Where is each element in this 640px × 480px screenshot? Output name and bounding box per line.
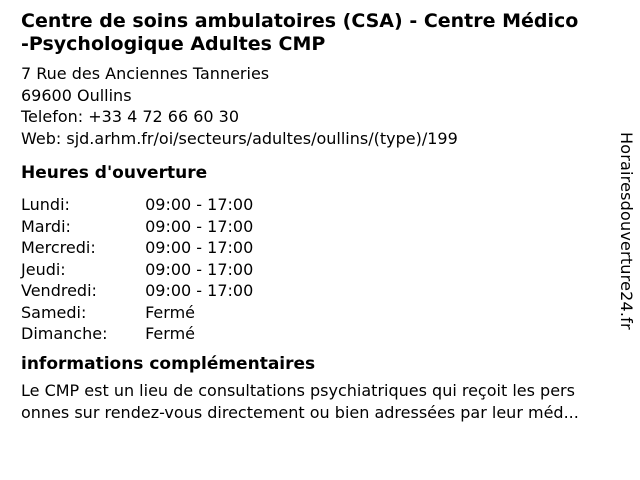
hours-row-tuesday: Mardi: 09:00 - 17:00 (21, 216, 253, 238)
day-hours: Fermé (145, 324, 195, 343)
day-label: Jeudi: (21, 259, 66, 279)
hours-row-friday: Vendredi: 09:00 - 17:00 (21, 280, 253, 302)
address-city: 69600 Oullins (21, 85, 132, 105)
day-label: Samedi: (21, 302, 87, 322)
additional-info-text: Le CMP est un lieu de consultations psyc… (21, 381, 579, 422)
hours-row-thursday: Jeudi: 09:00 - 17:00 (21, 259, 253, 281)
page-title: Centre de soins ambulatoires (CSA) - Cen… (21, 10, 579, 55)
watermark-brand: Horairesdouverture24.fr (617, 132, 636, 330)
contact-block: 7 Rue des Anciennes Tanneries 69600 Oull… (21, 63, 458, 149)
hours-row-sunday: Dimanche: Fermé (21, 323, 253, 345)
hours-row-saturday: Samedi: Fermé (21, 302, 253, 324)
day-hours: 09:00 - 17:00 (145, 259, 254, 279)
day-label: Dimanche: (21, 324, 108, 343)
phone-line: Telefon: +33 4 72 66 60 30 (21, 107, 240, 126)
day-hours: Fermé (145, 302, 195, 322)
day-label: Mardi: (21, 216, 71, 236)
additional-info-heading: informations complémentaires (21, 354, 316, 374)
day-hours: 09:00 - 17:00 (145, 281, 254, 300)
website-link[interactable]: Web: sjd.arhm.fr/oi/secteurs/adultes/oul… (21, 128, 458, 148)
day-hours: 09:00 - 17:00 (145, 195, 254, 214)
hours-row-monday: Lundi: 09:00 - 17:00 (21, 194, 253, 216)
hours-row-wednesday: Mercredi: 09:00 - 17:00 (21, 237, 253, 259)
day-hours: 09:00 - 17:00 (145, 216, 254, 236)
opening-hours-heading: Heures d'ouverture (21, 163, 208, 183)
day-hours: 09:00 - 17:00 (145, 238, 254, 257)
address-street: 7 Rue des Anciennes Tanneries (21, 64, 270, 83)
day-label: Vendredi: (21, 281, 97, 300)
day-label: Lundi: (21, 195, 70, 214)
opening-hours-table: Lundi: 09:00 - 17:00 Mardi: 09:00 - 17:0… (21, 194, 253, 345)
day-label: Mercredi: (21, 238, 96, 257)
